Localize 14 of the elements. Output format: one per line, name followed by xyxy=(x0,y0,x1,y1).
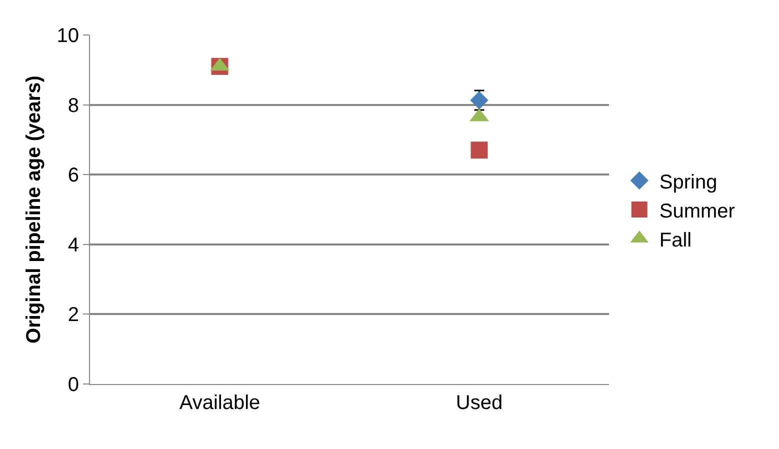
legend-label: Spring xyxy=(659,171,718,194)
legend-label: Fall xyxy=(659,229,692,252)
y-tick-label: 10 xyxy=(56,25,79,47)
y-tick-label: 6 xyxy=(68,164,79,187)
point xyxy=(470,91,488,110)
legend-label: Summer xyxy=(659,200,736,222)
y-axis-title: Original pipeline age (years) xyxy=(23,76,45,344)
y-tick-label: 4 xyxy=(68,234,79,256)
x-tick-label: Used xyxy=(456,392,503,414)
y-tick-label: 8 xyxy=(68,94,79,117)
point xyxy=(470,142,488,159)
y-tick-label: 0 xyxy=(68,374,79,396)
x-tick-label: Available xyxy=(179,392,260,414)
y-tick-label: 2 xyxy=(68,304,79,326)
